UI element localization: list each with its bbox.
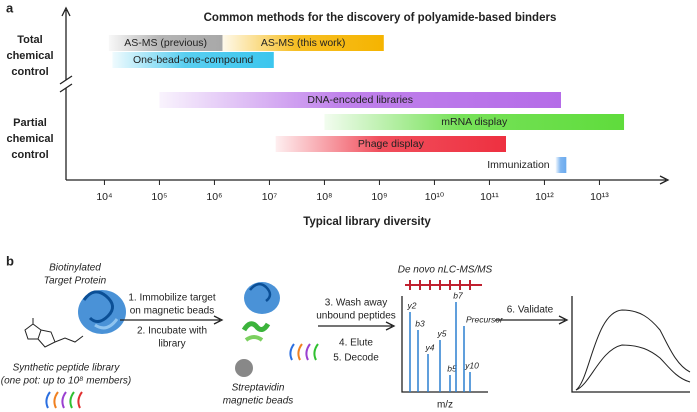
y-group-label: chemical bbox=[6, 50, 53, 62]
range-bar bbox=[275, 136, 506, 152]
immobilized-protein bbox=[235, 282, 280, 377]
step-text: on magnetic beads bbox=[130, 306, 215, 317]
range-bar bbox=[108, 35, 223, 51]
step-text: 6. Validate bbox=[507, 305, 554, 316]
bar-label: AS-MS (this work) bbox=[261, 37, 346, 49]
peak-label: y10 bbox=[464, 360, 479, 370]
x-tick-label: 10¹¹ bbox=[480, 191, 499, 203]
bar-label: Phage display bbox=[358, 138, 425, 150]
arrow bbox=[318, 321, 396, 331]
peak-label: b3 bbox=[415, 318, 425, 328]
x-tick-label: 10⁶ bbox=[206, 191, 222, 203]
library-label: Synthetic peptide library bbox=[13, 363, 121, 374]
panel-label: b bbox=[6, 253, 14, 268]
x-tick-label: 10¹² bbox=[535, 191, 554, 203]
range-bar bbox=[159, 92, 561, 108]
protein-label: Biotinylated bbox=[49, 263, 101, 274]
protein-label: Target Protein bbox=[44, 276, 107, 287]
x-tick-label: 10⁷ bbox=[262, 191, 278, 203]
beads-label: Streptavidin bbox=[232, 383, 285, 394]
arrow bbox=[120, 315, 224, 325]
x-tick-label: 10⁸ bbox=[316, 191, 332, 203]
x-tick-label: 10⁵ bbox=[151, 191, 167, 203]
bar-label: Immunization bbox=[487, 159, 550, 171]
binding-curve bbox=[575, 344, 691, 391]
range-bar bbox=[112, 52, 274, 68]
bar-label: DNA-encoded libraries bbox=[307, 94, 413, 106]
peptides bbox=[289, 343, 319, 361]
panel-label: a bbox=[6, 0, 14, 15]
ms-title: De novo nLC-MS/MS bbox=[398, 265, 493, 276]
y-group-label: chemical bbox=[6, 133, 53, 145]
peak-label: b7 bbox=[453, 290, 463, 300]
binding-axes bbox=[571, 296, 690, 393]
axes bbox=[59, 6, 670, 185]
y-axis bbox=[61, 6, 71, 180]
y-group-label: control bbox=[11, 66, 48, 78]
range-bar bbox=[555, 157, 567, 173]
x-axis bbox=[66, 175, 670, 185]
y-group-label: control bbox=[11, 149, 48, 161]
library-label: (one pot: up to 10⁸ members) bbox=[1, 376, 132, 387]
biotin bbox=[24, 318, 84, 348]
chart: 10⁴ 10⁵ 10⁶ 10⁷ 10⁸ 10⁹ 10¹⁰ 10¹¹ 10¹² 10¹³ Total c… bbox=[6, 34, 625, 203]
step-text: unbound peptides bbox=[316, 311, 396, 322]
bar-label: One-bead-one-compound bbox=[133, 54, 253, 66]
protein bbox=[78, 290, 126, 334]
beads-label: magnetic beads bbox=[223, 396, 294, 407]
peptides bbox=[45, 391, 83, 409]
x-tick-label: 10⁹ bbox=[371, 191, 387, 203]
diagram: Biotinylated Target Protein Synthetic pe… bbox=[1, 263, 691, 411]
step-text: library bbox=[158, 339, 185, 350]
ms-axis-label: m/z bbox=[437, 400, 453, 411]
x-tick-label: 10⁴ bbox=[96, 191, 112, 203]
step-text: 5. Decode bbox=[333, 353, 379, 364]
bar-label: AS-MS (previous) bbox=[124, 37, 207, 49]
y-group-label: Total bbox=[17, 34, 42, 46]
peak-label: y2 bbox=[407, 300, 417, 310]
chart-title: Common methods for the discovery of poly… bbox=[204, 12, 557, 24]
axis-break bbox=[59, 75, 73, 93]
step-text: 1. Immobilize target bbox=[128, 293, 215, 304]
step-text: 2. Incubate with bbox=[137, 326, 207, 337]
peak-label: y5 bbox=[437, 328, 447, 338]
binding-curve bbox=[575, 309, 691, 391]
arrow bbox=[495, 315, 569, 325]
range-bar bbox=[324, 114, 625, 130]
peptide-fragments bbox=[405, 280, 482, 290]
x-tick-label: 10¹³ bbox=[590, 191, 609, 203]
peak-label: y4 bbox=[425, 342, 435, 352]
step-text: 4. Elute bbox=[339, 338, 373, 349]
x-tick-label: 10¹⁰ bbox=[425, 191, 445, 203]
spectrum-axes bbox=[401, 296, 488, 393]
bar-label: mRNA display bbox=[441, 116, 508, 128]
peak-label: b5 bbox=[447, 363, 457, 373]
x-axis-label: Typical library diversity bbox=[303, 216, 431, 228]
peak-label: Precursor bbox=[466, 314, 504, 324]
range-bar bbox=[222, 35, 384, 51]
y-group-label: Partial bbox=[13, 117, 47, 129]
step-text: 3. Wash away bbox=[325, 298, 387, 309]
